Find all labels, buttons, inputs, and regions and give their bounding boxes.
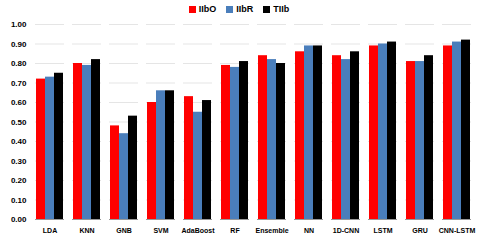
svg-text:0.40: 0.40 xyxy=(11,137,27,146)
svg-text:GRU: GRU xyxy=(412,227,428,234)
svg-text:LSTM: LSTM xyxy=(373,227,392,234)
svg-text:NN: NN xyxy=(304,227,314,234)
svg-text:0.90: 0.90 xyxy=(11,40,27,49)
svg-text:0.10: 0.10 xyxy=(11,196,27,205)
svg-text:CNN-LSTM: CNN-LSTM xyxy=(439,227,476,234)
svg-text:0.80: 0.80 xyxy=(11,59,27,68)
svg-text:LDA: LDA xyxy=(43,227,57,234)
svg-text:Ensemble: Ensemble xyxy=(255,227,288,234)
svg-text:0.70: 0.70 xyxy=(11,79,27,88)
html-text:IIbO: IIbO xyxy=(198,4,217,14)
svg-text:0.30: 0.30 xyxy=(11,157,27,166)
svg-text:SVM: SVM xyxy=(153,227,168,234)
html-text:TIIb: TIIb xyxy=(273,4,290,14)
svg-text:0.60: 0.60 xyxy=(11,98,27,107)
svg-text:AdaBoost: AdaBoost xyxy=(181,227,215,234)
html-text:IIbR: IIbR xyxy=(236,4,254,14)
svg-text:1.00: 1.00 xyxy=(11,20,27,29)
svg-text:KNN: KNN xyxy=(79,227,94,234)
svg-text:0.00: 0.00 xyxy=(11,215,27,224)
svg-text:0.20: 0.20 xyxy=(11,176,27,185)
svg-text:RF: RF xyxy=(230,227,240,234)
svg-text:GNB: GNB xyxy=(116,227,132,234)
svg-text:0.50: 0.50 xyxy=(11,118,27,127)
svg-text:1D-CNN: 1D-CNN xyxy=(333,227,359,234)
